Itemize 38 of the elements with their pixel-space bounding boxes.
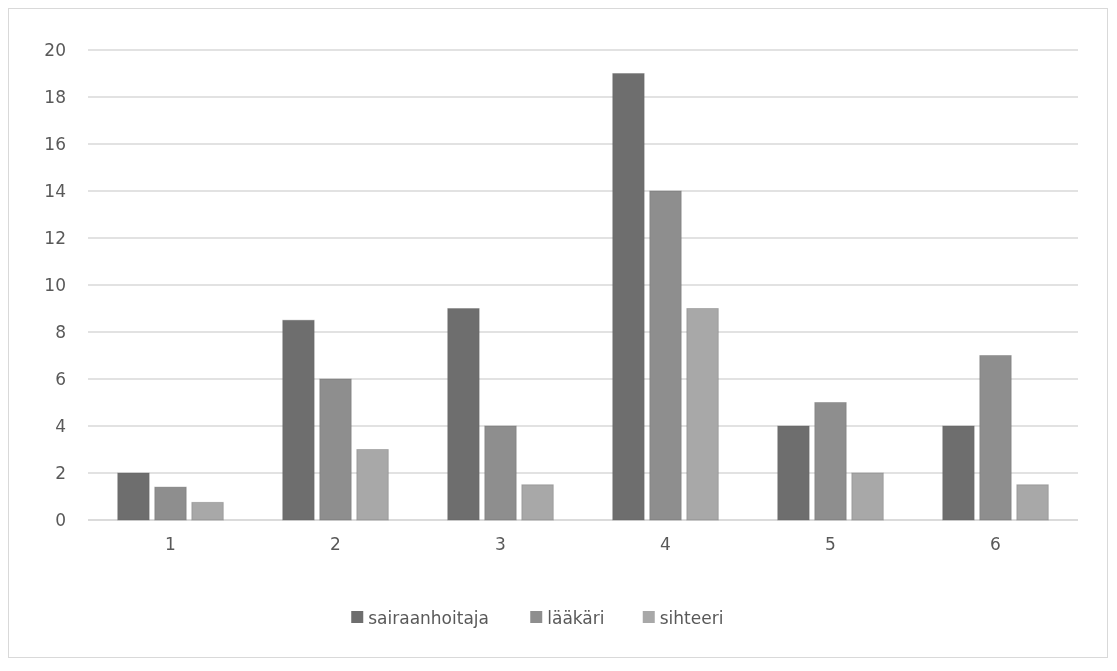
- bar: [484, 425, 517, 521]
- bar: [319, 378, 352, 521]
- x-tick-label: 4: [660, 534, 671, 554]
- y-tick-label: 12: [44, 227, 66, 248]
- bar: [356, 449, 389, 521]
- bar: [777, 425, 810, 521]
- y-tick-label: 2: [55, 462, 66, 483]
- legend-label: lääkäri: [547, 607, 605, 628]
- bar: [117, 472, 150, 521]
- bar: [447, 308, 480, 521]
- bar: [649, 190, 682, 521]
- y-tick-label: 20: [44, 39, 66, 60]
- bar: [1016, 484, 1049, 521]
- bar: [942, 425, 975, 521]
- bar: [282, 319, 315, 521]
- legend-label: sihteeri: [659, 607, 724, 628]
- bar: [612, 73, 645, 521]
- bar: [851, 472, 884, 521]
- y-tick-label: 14: [44, 180, 66, 201]
- y-tick-label: 10: [44, 274, 66, 295]
- x-tick-label: 2: [330, 534, 341, 554]
- bar: [686, 308, 719, 521]
- bar: [979, 355, 1012, 521]
- y-tick-label: 4: [55, 415, 66, 436]
- bar: [521, 484, 554, 521]
- bar: [814, 402, 847, 521]
- y-tick-label: 8: [55, 321, 66, 342]
- x-tick-label: 6: [990, 534, 1001, 554]
- bar: [191, 501, 224, 521]
- x-tick-label: 3: [495, 534, 506, 554]
- x-tick-label: 1: [165, 534, 176, 554]
- legend-label: sairaanhoitaja: [368, 607, 489, 628]
- bar: [154, 486, 187, 521]
- y-tick-label: 0: [55, 509, 66, 530]
- y-tick-label: 6: [55, 368, 66, 389]
- x-tick-label: 5: [825, 534, 836, 554]
- y-tick-label: 18: [44, 86, 66, 107]
- y-tick-label: 16: [44, 133, 66, 154]
